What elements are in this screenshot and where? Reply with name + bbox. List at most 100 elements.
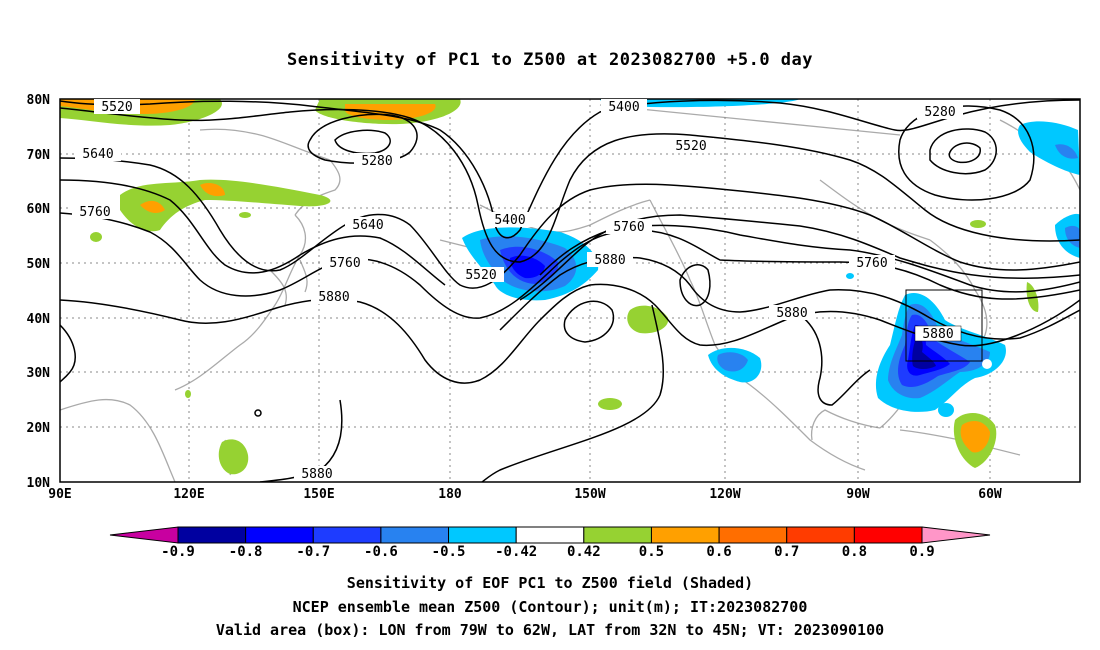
contour-label: 5520 — [675, 139, 706, 154]
shade-positive-arctic-c-core — [345, 104, 436, 120]
colorbar-tick-label: -0.5 — [431, 544, 466, 560]
colorbar-box — [650, 526, 720, 544]
colorbar-box — [583, 526, 652, 544]
colorbar-box — [245, 526, 314, 544]
colorbar-tick-label: -0.42 — [495, 544, 538, 560]
colorbar-box — [786, 526, 855, 544]
colorbar-tick-label: 0.42 — [566, 544, 601, 560]
shade-positive-siberia-core — [140, 183, 225, 213]
colorbar-tick-label: 0.5 — [638, 544, 665, 560]
contour-5640 — [60, 157, 1080, 289]
shade-positive-small-1 — [90, 232, 102, 242]
lon-label: 90E — [48, 487, 71, 502]
colorbar-box — [718, 526, 788, 544]
lon-label: 150E — [303, 487, 334, 502]
contour-5280-east-inner — [929, 128, 997, 175]
valid-area-box — [905, 289, 983, 362]
shade-negative-greenland-core — [1055, 144, 1078, 159]
shade-positive-siberia — [120, 179, 331, 232]
lat-label: 70N — [27, 148, 51, 163]
colorbar-tick-label: 0.7 — [774, 544, 800, 560]
z500-contours — [60, 99, 1080, 482]
caption-valid-area: Valid area (box): LON from 79W to 62W, L… — [215, 621, 885, 639]
grid-lines — [60, 99, 1080, 482]
contour-5520 — [60, 107, 1080, 263]
shade-negative-labrador-core — [1065, 225, 1080, 248]
shade-negative-pacific-core2 — [510, 255, 545, 279]
shade-positive-pacific — [627, 305, 669, 334]
colorbar-box — [177, 526, 247, 544]
lat-label: 60N — [27, 202, 51, 217]
contour-5880-small — [254, 409, 262, 417]
shade-positive-small-5 — [970, 220, 986, 228]
lat-label: 30N — [27, 366, 51, 381]
colorbar-box — [448, 526, 517, 544]
caption-contour: NCEP ensemble mean Z500 (Contour); unit(… — [292, 598, 808, 616]
lat-label: 20N — [27, 421, 51, 436]
colorbar-tick-label: -0.8 — [228, 544, 263, 560]
contour-label: 5640 — [352, 218, 383, 233]
contour-label: 5280 — [924, 105, 955, 120]
shade-negative-mexico-core — [717, 352, 748, 372]
contour-label: 5880 — [318, 290, 349, 305]
contour-labels: 5520 5640 5760 5280 5400 5520 5640 5760 … — [72, 99, 963, 482]
shade-positive-philippines — [218, 439, 249, 475]
lon-label: 150W — [574, 487, 605, 502]
colorbar-tick-label: -0.6 — [364, 544, 398, 560]
colorbar-tick-label: 0.6 — [706, 544, 732, 560]
contour-label: 5760 — [329, 256, 360, 271]
contour-label: 5880 — [594, 253, 625, 268]
coastline-gulf — [810, 409, 881, 441]
contour-label: 5640 — [82, 147, 113, 162]
colorbar-end-low — [109, 526, 179, 544]
contour-5280-central-inner — [334, 129, 391, 155]
colorbar-box — [853, 526, 923, 544]
contour-label: 5280 — [361, 154, 392, 169]
contour-label: 5760 — [856, 256, 887, 271]
contour-5880-a — [60, 283, 1080, 384]
contour-label: 5520 — [101, 100, 132, 115]
contour-extra-1 — [60, 179, 446, 286]
contour-extra-4 — [499, 256, 1080, 340]
lon-label: 90W — [846, 487, 870, 502]
contour-label: 5880 — [922, 327, 953, 342]
longitude-labels: 90E 120E 150E 180 150W 120W 90W 60W — [48, 487, 1002, 502]
lon-label: 120W — [709, 487, 740, 502]
contour-5400 — [60, 99, 1080, 239]
coastline-china — [174, 214, 307, 391]
map-frame — [59, 98, 1081, 483]
latitude-labels: 80N 70N 60N 50N 40N 30N 20N 10N — [27, 93, 51, 491]
shade-negative-hole — [982, 359, 992, 369]
colorbar-box — [515, 526, 585, 544]
contour-label: 5400 — [608, 100, 639, 115]
lon-label: 180 — [438, 487, 462, 502]
lat-label: 40N — [27, 312, 51, 327]
contour-5880-e — [679, 264, 711, 307]
colorbar-tick-label: -0.9 — [161, 544, 195, 560]
contour-label: 5760 — [613, 220, 644, 235]
colorbar — [109, 526, 991, 544]
coastline-asia — [60, 398, 176, 482]
contour-5280-east-inner2 — [948, 142, 981, 164]
shade-positive-small-3 — [598, 398, 622, 410]
shade-negative-small-1 — [938, 403, 954, 417]
contour-label: 5760 — [79, 205, 110, 220]
colorbar-tick-label: -0.7 — [296, 544, 331, 560]
colorbar-box — [380, 526, 450, 544]
contour-5280-central — [307, 113, 418, 164]
shade-negative-greenland — [1018, 121, 1080, 175]
contour-5880-b — [60, 324, 76, 383]
contour-extra-2 — [519, 214, 1080, 301]
contour-label: 5880 — [301, 467, 332, 482]
shade-positive-small-2 — [239, 212, 251, 218]
colorbar-box — [312, 526, 382, 544]
colorbar-tick-label: 0.8 — [841, 544, 868, 560]
coastline-siberia — [199, 128, 331, 161]
map-title: Sensitivity of PC1 to Z500 at 2023082700… — [286, 50, 813, 70]
shade-positive-small-4 — [185, 390, 191, 398]
contour-5880-c — [563, 300, 615, 343]
lon-label: 120E — [173, 487, 204, 502]
contour-5880-g — [799, 314, 871, 406]
shade-negative-small-2 — [846, 273, 854, 279]
